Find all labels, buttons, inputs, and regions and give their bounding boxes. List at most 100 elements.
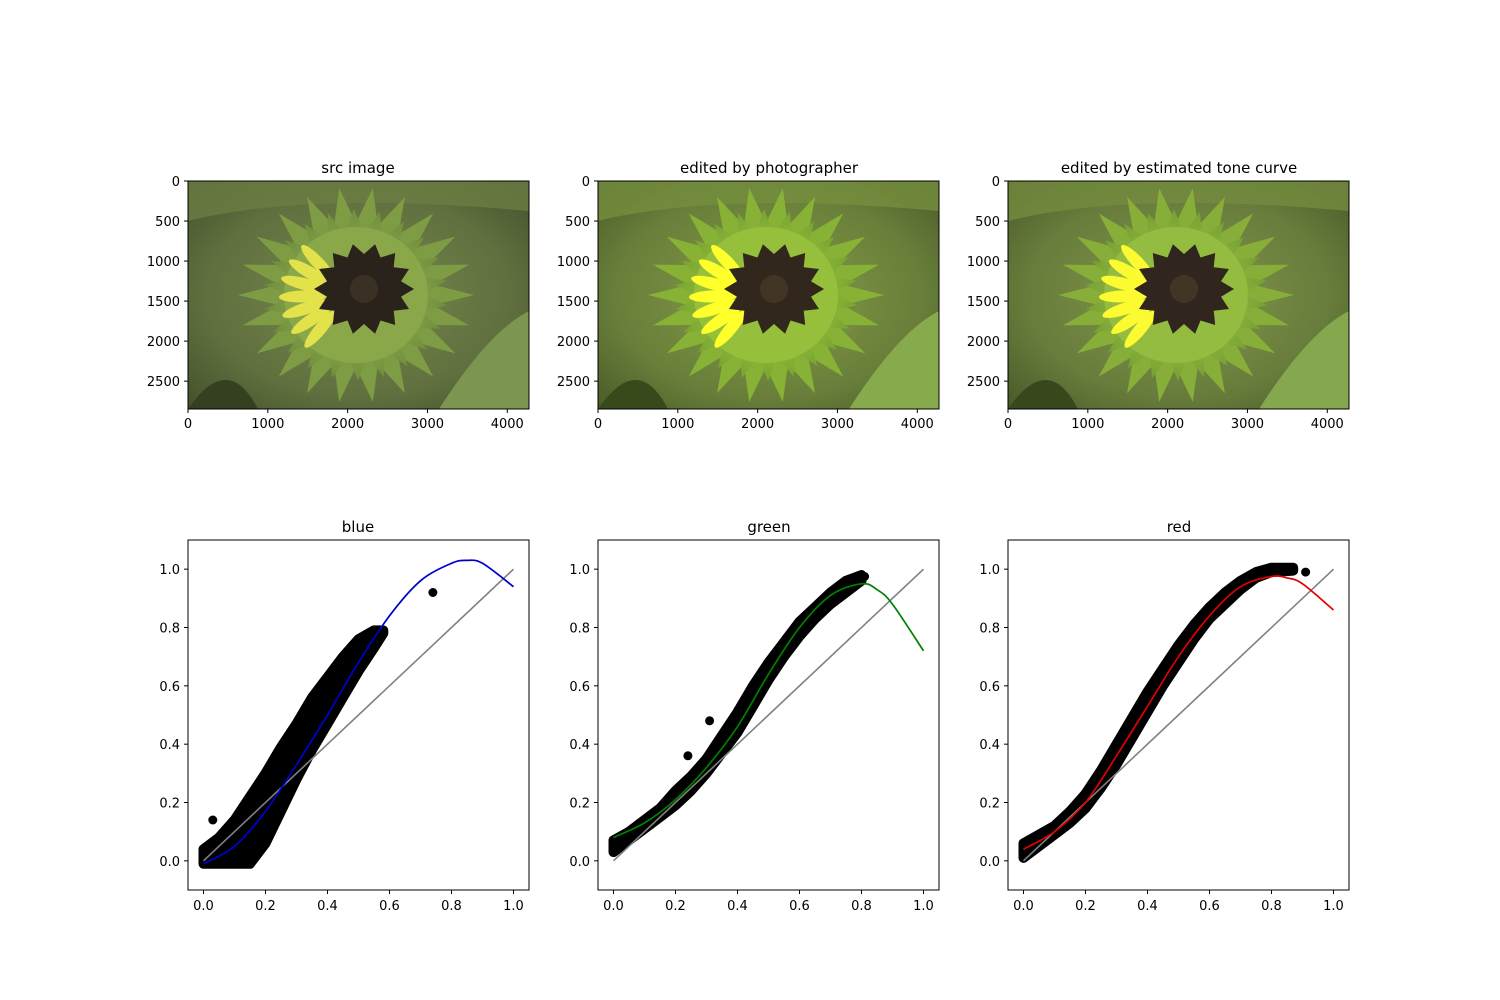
x-tick-label: 0.2 [665, 899, 686, 914]
image-axes: 0 1000 2000 3000 4000 0 500 1000 1500 2000 2500 [557, 175, 940, 432]
x-tick-label: 2000 [741, 417, 774, 432]
x-tick-label: 0.4 [727, 899, 748, 914]
scatter-point [1282, 564, 1292, 574]
x-tick-label: 1.0 [1323, 899, 1344, 914]
scatter-plot-green: 0.0 0.2 0.4 0.6 0.8 1.0 0.0 0.2 0.4 0.6 0.8 1.0 [569, 539, 940, 914]
x-tick-label: 0.4 [317, 899, 338, 914]
y-tick-label: 0.8 [569, 622, 590, 637]
image-axes: 0 1000 2000 3000 4000 0 500 1000 1500 2000 2500 [147, 175, 530, 432]
identity-line [612, 568, 925, 862]
x-tick-label: 3000 [1231, 417, 1264, 432]
axes-frame [187, 539, 530, 891]
background-leaf [1259, 311, 1349, 409]
scatter-point-cloud [608, 570, 867, 858]
y-tick-label: 0.2 [159, 797, 180, 812]
x-tick-label: 1.0 [913, 899, 934, 914]
scatter-plot-red: 0.0 0.2 0.4 0.6 0.8 1.0 0.0 0.2 0.4 0.6 0.8 1.0 [979, 539, 1350, 914]
background-leaf [1008, 181, 1349, 221]
y-tick-label: 500 [155, 215, 180, 230]
y-tick-label: 0 [172, 175, 180, 190]
image-title: src image [321, 159, 394, 177]
x-tick-label: 0.0 [603, 899, 624, 914]
y-tick-label: 1000 [967, 255, 1000, 270]
fit-curve [203, 559, 515, 865]
image-title: edited by photographer [680, 159, 859, 177]
scatter-point [683, 751, 693, 761]
identity-line [1022, 568, 1335, 862]
petal [1108, 259, 1151, 286]
background-leaf [598, 380, 668, 409]
seed-center [1170, 275, 1198, 303]
image-panel-1: src image 0 1000 2000 3000 4000 0 500 1000 1500 2… [147, 159, 530, 432]
background-leaf [598, 181, 939, 221]
scatter-point [850, 573, 860, 583]
scatter-point [609, 841, 618, 851]
x-tick-label: 1000 [1071, 417, 1104, 432]
y-tick-label: 0.4 [569, 738, 590, 753]
y-tick-label: 1000 [557, 255, 590, 270]
y-tick-label: 0.2 [979, 797, 1000, 812]
photo-tone-curve-edit [1008, 181, 1349, 409]
plot-title: green [747, 518, 790, 536]
y-tick-label: 1000 [147, 255, 180, 270]
scatter-point-cloud [1018, 562, 1299, 863]
photo-content [1008, 181, 1349, 409]
background-leaf [188, 181, 529, 221]
plot-title: blue [342, 518, 374, 536]
y-tick-label: 0.8 [979, 622, 1000, 637]
y-tick-label: 0.0 [159, 855, 180, 870]
x-tick-label: 0.0 [193, 899, 214, 914]
petal [692, 299, 739, 318]
scatter-point [261, 803, 270, 813]
x-tick-label: 2000 [1151, 417, 1184, 432]
x-tick-label: 0.4 [1137, 899, 1158, 914]
seed-center [350, 275, 378, 303]
x-tick-label: 3000 [411, 417, 444, 432]
petal [689, 290, 737, 303]
y-tick-label: 0 [582, 175, 590, 190]
axes-frame [1007, 180, 1350, 410]
y-tick-label: 0.4 [159, 738, 180, 753]
fit-curve [1023, 575, 1335, 850]
petal [1111, 305, 1152, 335]
axes-frame [1007, 539, 1350, 891]
y-tick-label: 1500 [147, 295, 180, 310]
x-tick-label: 1.0 [503, 899, 524, 914]
scatter-point [705, 716, 715, 726]
y-tick-label: 2500 [557, 375, 590, 390]
photo-photographer-edit [598, 181, 939, 409]
y-tick-label: 2500 [967, 375, 1000, 390]
x-tick-label: 0.0 [1013, 899, 1034, 914]
y-tick-label: 500 [565, 215, 590, 230]
image-panel-2: edited by photographer 0 1000 2000 3000 4000… [557, 159, 940, 432]
scatter-plot-blue: 0.0 0.2 0.4 0.6 0.8 1.0 0.0 0.2 0.4 0.6 0.8 1.0 [159, 539, 530, 914]
axes-frame [597, 539, 940, 891]
y-tick-label: 0.2 [569, 797, 590, 812]
y-tick-label: 0.6 [979, 680, 1000, 695]
x-tick-label: 0.6 [789, 899, 810, 914]
x-tick-label: 0 [594, 417, 602, 432]
scatter-point [214, 844, 224, 854]
photo-content [188, 181, 529, 409]
y-tick-label: 0.6 [569, 680, 590, 695]
x-tick-label: 1000 [661, 417, 694, 432]
scatter-point [795, 625, 804, 635]
x-tick-label: 0.8 [851, 899, 872, 914]
y-tick-label: 1.0 [159, 563, 180, 578]
plot-panel-blue: blue 0.0 0.2 0.4 0.6 0.8 1.0 0.0 0.2 0.4 0.6 0.8 1.… [159, 518, 530, 914]
x-tick-label: 0.6 [1199, 899, 1220, 914]
x-tick-label: 3000 [821, 417, 854, 432]
y-tick-label: 0.0 [569, 855, 590, 870]
petal [698, 259, 741, 286]
image-panel-3: edited by estimated tone curve 0 1000 2000… [967, 159, 1350, 432]
scatter-point [230, 833, 239, 842]
petal [701, 305, 742, 335]
y-tick-label: 1.0 [569, 563, 590, 578]
petal [1099, 290, 1147, 303]
scatter-point [1019, 847, 1028, 857]
x-tick-label: 4000 [491, 417, 524, 432]
plot-panel-green: green 0.0 0.2 0.4 0.6 0.8 1.0 0.0 0.2 0.4 0.6 0.8 1… [569, 518, 940, 914]
plot-title: red [1167, 518, 1192, 536]
photo-content [598, 181, 939, 409]
